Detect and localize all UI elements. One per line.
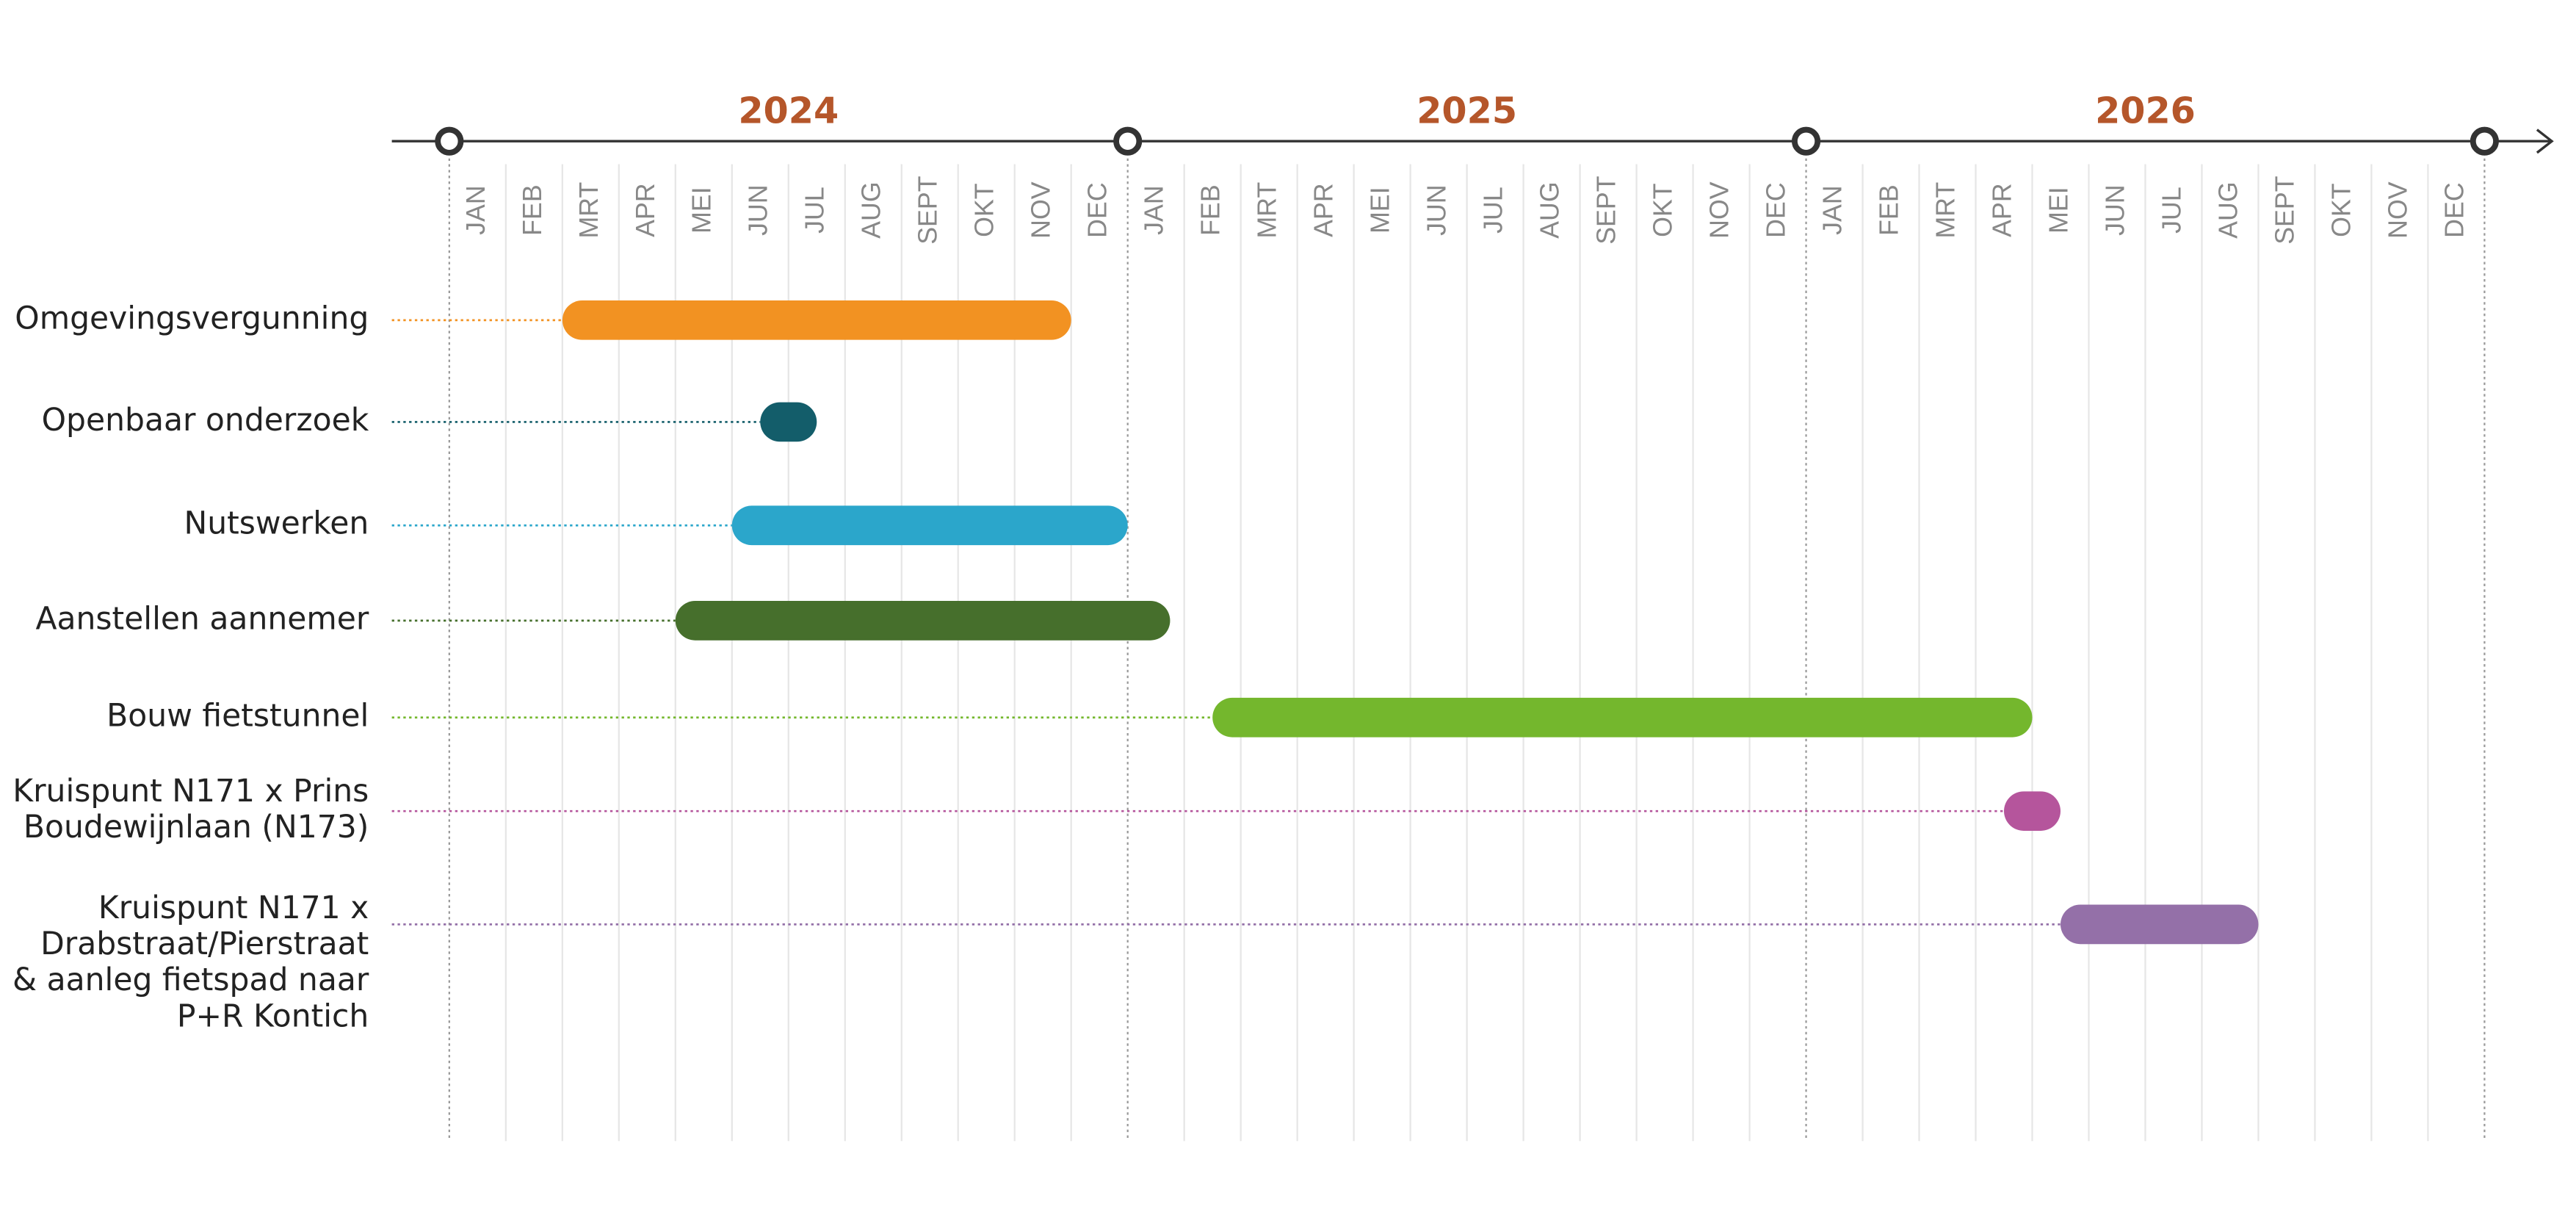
task-bar [2004, 791, 2061, 831]
task-label: Bouw fietstunnel [106, 698, 369, 734]
task-bar [2061, 904, 2259, 945]
task-bar [675, 601, 1171, 641]
task-label: & aanleg fietspad naar [12, 962, 369, 998]
task-label: Kruispunt N171 x Prins [12, 774, 369, 810]
month-label: AUG [857, 181, 886, 238]
month-label: APR [1987, 183, 2016, 237]
month-label: APR [631, 183, 660, 237]
month-label: MRT [574, 182, 604, 239]
year-marker [435, 126, 464, 156]
month-label: OKT [2326, 183, 2356, 237]
task-bar [760, 402, 817, 442]
month-label: MEI [1366, 187, 1395, 234]
month-label: OKT [970, 183, 999, 237]
month-label: JAN [1818, 185, 1848, 235]
month-label: SEPT [1592, 176, 1621, 245]
month-label: DEC [1083, 182, 1112, 237]
month-label: FEB [518, 184, 547, 236]
month-label: MRT [1931, 182, 1960, 239]
task-label: Nutswerken [184, 506, 369, 542]
year-label: 2025 [1417, 90, 1517, 132]
month-label: DEC [2439, 182, 2469, 237]
month-label: JUN [1422, 184, 1452, 236]
year-marker [1113, 126, 1143, 156]
year-marker [1792, 126, 1821, 156]
axis-arrow [2536, 129, 2554, 154]
month-label: MRT [1253, 182, 1282, 239]
task-label: Omgevingsvergunning [15, 300, 369, 336]
month-label: AUG [1535, 181, 1565, 238]
month-label: SEPT [2270, 176, 2299, 245]
month-label: JUL [1479, 187, 1508, 234]
month-label: JUN [2100, 184, 2130, 236]
year-label: 2026 [2095, 90, 2196, 132]
task-bar [562, 300, 1071, 340]
month-label: FEB [1874, 184, 1903, 236]
month-label: DEC [1762, 182, 1791, 237]
month-label: AUG [2213, 181, 2243, 238]
task-bar [1212, 697, 2033, 738]
task-label: Drabstraat/Pierstraat [40, 926, 369, 962]
year-label: 2024 [738, 90, 839, 132]
month-label: JUL [800, 187, 830, 234]
month-label: JAN [1140, 185, 1169, 235]
month-label: FEB [1196, 184, 1226, 236]
year-marker [2470, 126, 2499, 156]
month-label: JAN [461, 185, 491, 235]
month-label: NOV [2383, 181, 2412, 239]
task-label: Kruispunt N171 x [98, 890, 369, 926]
task-label: Aanstellen aannemer [35, 601, 369, 637]
month-label: NOV [1027, 181, 1056, 239]
task-label: Boudewijnlaan (N173) [23, 810, 369, 846]
task-bar [731, 505, 1128, 546]
month-label: APR [1309, 183, 1339, 237]
month-label: NOV [1705, 181, 1734, 239]
month-label: MEI [2044, 187, 2073, 234]
month-label: SEPT [913, 176, 943, 245]
month-label: MEI [687, 187, 717, 234]
month-label: JUL [2157, 187, 2186, 234]
task-label: P+R Kontich [177, 998, 369, 1034]
month-label: OKT [1649, 183, 1678, 237]
task-label: Openbaar onderzoek [42, 403, 369, 439]
month-label: JUN [744, 184, 773, 236]
